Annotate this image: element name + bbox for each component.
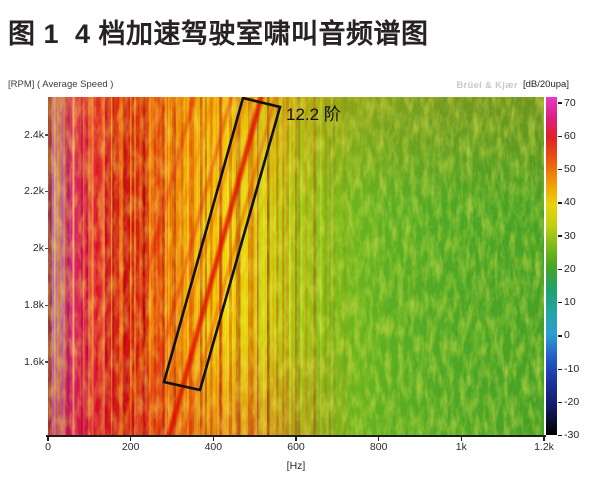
y-tick-label: 2.2k	[24, 185, 44, 198]
order-annotation-box	[162, 97, 282, 392]
x-tick-label: 400	[204, 441, 223, 453]
figure-title: 图 1 4 档加速驾驶室啸叫音频谱图	[8, 19, 429, 49]
colorbar-tick-label: 30	[564, 229, 576, 242]
colorbar-tick-label: 20	[564, 262, 576, 275]
colorbar-tick-mark	[557, 135, 562, 137]
colorbar-tick-mark	[557, 168, 562, 171]
x-tick-mark	[378, 436, 380, 441]
spectrogram-plot	[48, 97, 544, 435]
colorbar-tick-mark	[557, 301, 562, 304]
y-tick-label: 1.8k	[24, 298, 44, 311]
y-tick-mark	[44, 247, 48, 250]
order-streaks	[100, 97, 294, 435]
x-tick-label: 1k	[455, 441, 467, 453]
colorbar-unit-label: [dB/20upa]	[523, 79, 569, 90]
colorbar-tick-mark	[557, 335, 562, 337]
x-tick-label: 800	[369, 441, 388, 453]
colorbar-tick-label: -30	[564, 429, 580, 442]
y-tick-label: 2.4k	[24, 128, 44, 141]
x-tick-label: 1.2k	[534, 441, 554, 453]
colorbar-tick-label: 50	[564, 163, 576, 176]
x-tick-mark	[47, 436, 49, 441]
x-tick-mark	[130, 436, 132, 441]
colorbar-tick-mark	[557, 435, 562, 437]
x-axis-line	[46, 435, 546, 437]
colorbar-tick-label: 70	[564, 96, 576, 109]
spectrogram-texture	[48, 97, 544, 435]
y-tick-label: 2k	[32, 242, 44, 254]
colorbar-tick-label: 60	[564, 129, 576, 142]
colorbar-tick-mark	[557, 202, 562, 204]
colorbar-tick-label: 10	[564, 296, 576, 309]
teal-speckle-layer	[48, 97, 544, 435]
colorbar-tick-label: -10	[564, 362, 580, 375]
colorbar-tick-label: -20	[564, 396, 580, 409]
colorbar-tick-mark	[557, 368, 562, 370]
y-tick-mark	[44, 361, 48, 363]
x-tick-label: 0	[45, 441, 51, 453]
colorbar-tick-label: 40	[564, 196, 576, 209]
y-tick-label: 1.6k	[24, 355, 44, 368]
colorbar-tick-mark	[557, 268, 562, 271]
freq-axis-label: [Hz]	[286, 460, 306, 472]
x-tick-mark	[543, 436, 545, 441]
colorbar-tick-label: 0	[564, 329, 570, 342]
x-tick-mark	[295, 436, 297, 441]
x-tick-label: 600	[287, 441, 305, 453]
y-tick-mark	[44, 191, 48, 193]
colorbar-tick-mark	[557, 235, 562, 237]
x-tick-label: 200	[121, 441, 140, 453]
x-tick-mark	[460, 436, 462, 441]
y-tick-mark	[44, 304, 48, 306]
colorbar	[546, 97, 557, 435]
colorbar-tick-mark	[557, 401, 562, 404]
y-tick-mark	[44, 134, 48, 136]
rpm-axis-label: [RPM] ( Average Speed )	[8, 79, 114, 90]
colorbar-tick-mark	[557, 102, 562, 104]
x-tick-mark	[212, 436, 214, 441]
brand-watermark: Brüel & Kjær	[456, 80, 518, 91]
order-annotation-label: 12.2 阶	[286, 105, 341, 124]
